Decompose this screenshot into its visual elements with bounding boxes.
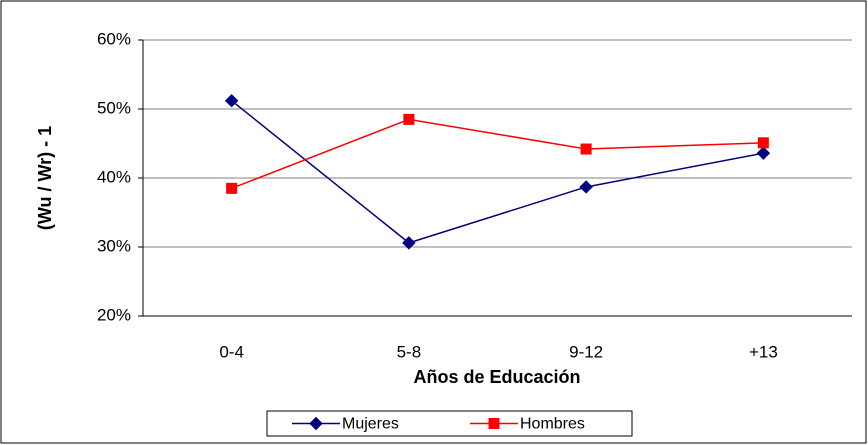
legend-marker: [488, 418, 500, 429]
series-line: [231, 100, 764, 244]
series-line: [231, 118, 764, 190]
data-point: [403, 113, 415, 125]
legend-marker: [309, 416, 323, 431]
data-point: [224, 94, 239, 108]
data-point: [757, 137, 769, 149]
y-tick-label: 40%: [97, 167, 131, 186]
y-axis-title: (Wu / Wr) - 1: [35, 126, 55, 230]
y-tick-label: 50%: [97, 98, 131, 117]
x-tick-label: 9-12: [569, 342, 603, 361]
x-tick-label: +13: [749, 342, 778, 361]
data-point: [402, 236, 416, 250]
y-tick-label: 30%: [97, 236, 131, 255]
x-tick-label: 0-4: [219, 342, 244, 361]
data-point: [226, 182, 238, 194]
y-tick-label: 20%: [97, 305, 131, 324]
y-tick-label: 60%: [97, 29, 131, 48]
data-point: [756, 146, 771, 160]
data-point: [579, 180, 593, 194]
data-point: [580, 143, 592, 155]
legend-label: Mujeres: [342, 416, 399, 433]
legend-label: Hombres: [520, 416, 585, 433]
x-axis-title: Años de Educación: [413, 367, 580, 387]
x-tick-label: 5-8: [397, 342, 422, 361]
